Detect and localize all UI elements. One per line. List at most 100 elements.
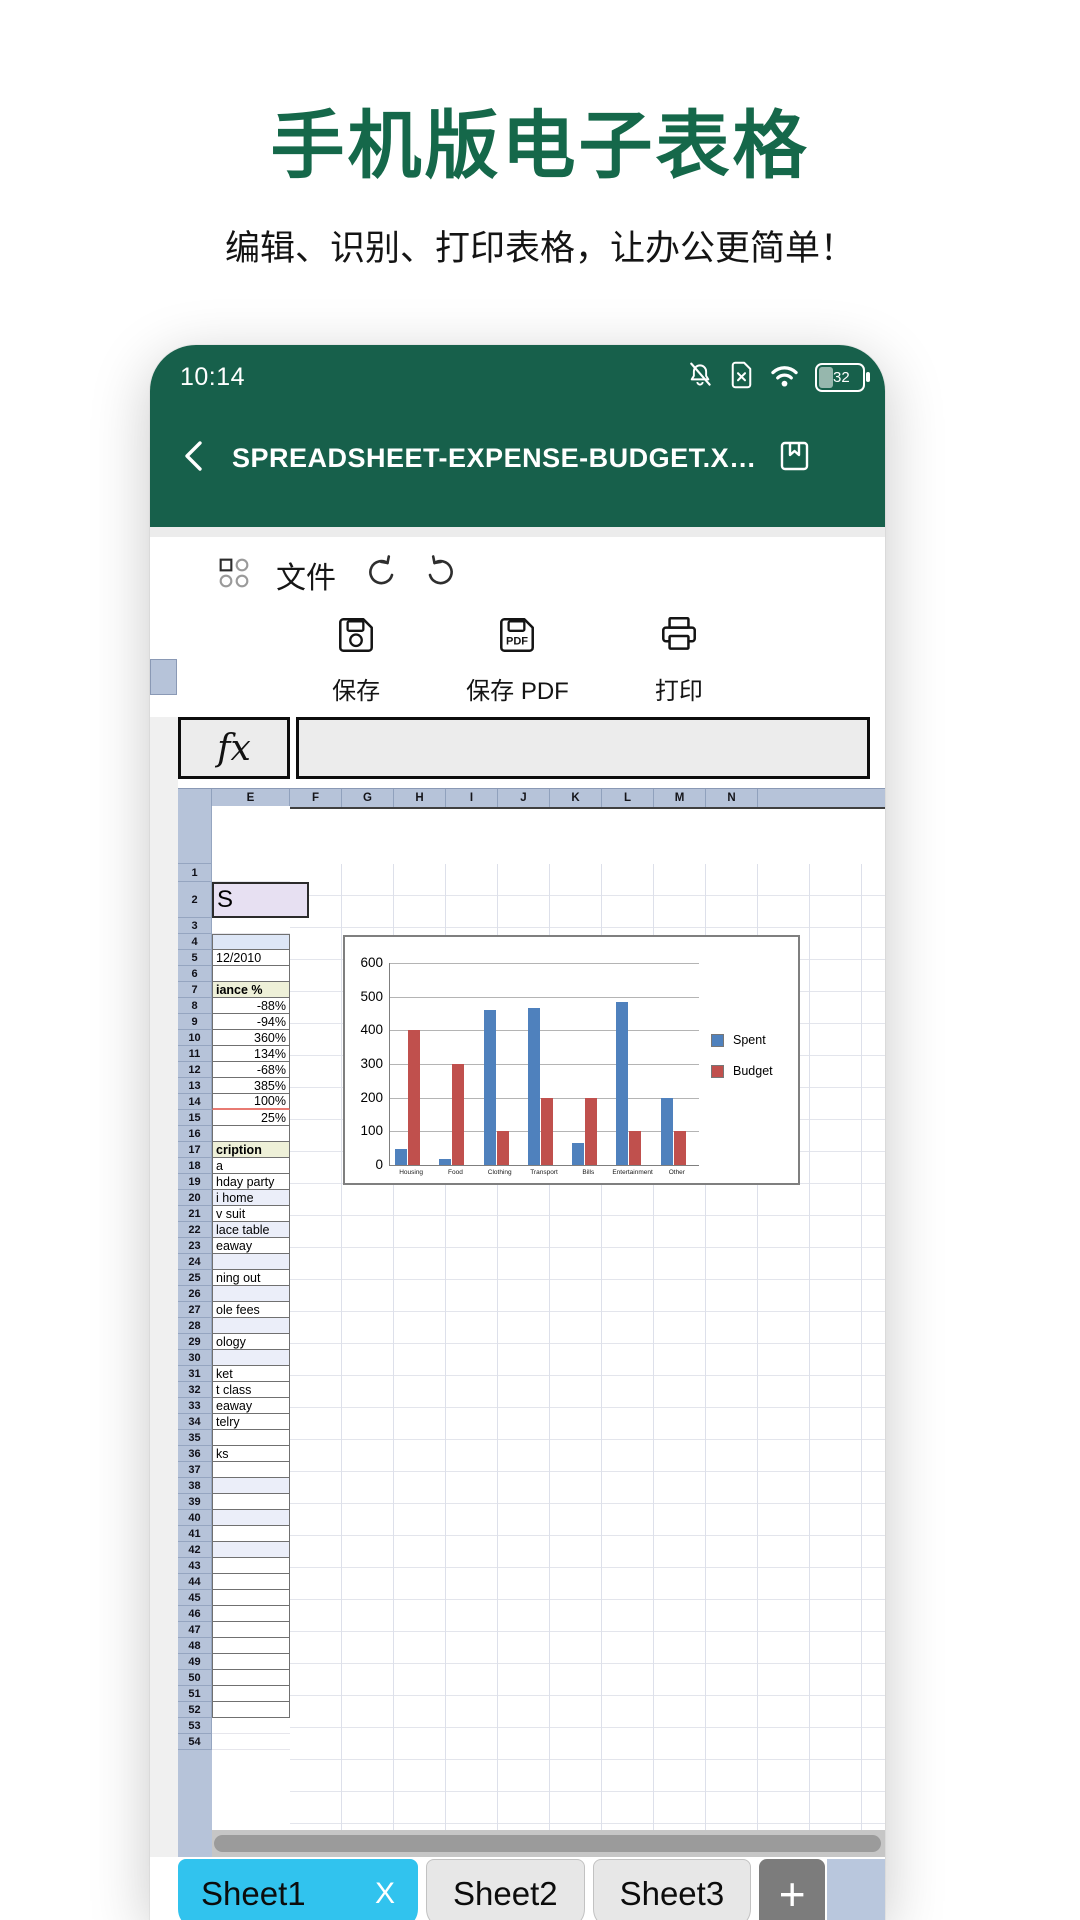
row-number-5: 5 (178, 950, 212, 966)
cell-E31[interactable]: ket (212, 1366, 290, 1382)
cell-E34[interactable]: telry (212, 1414, 290, 1430)
cell-E2[interactable]: S (212, 882, 309, 918)
chart[interactable]: 0 100 200 300 400 500 600 Housing Food Clothing Tr… (343, 935, 800, 1185)
cell-E46[interactable] (212, 1606, 290, 1622)
row-number-51: 51 (178, 1686, 212, 1702)
cell-E28[interactable] (212, 1318, 290, 1334)
cell-E10[interactable]: 360% (212, 1030, 290, 1046)
legend-swatch-budget (711, 1064, 724, 1078)
cell-E24[interactable] (212, 1254, 290, 1270)
cell-E53[interactable] (212, 1718, 290, 1734)
cell-E16[interactable] (212, 1126, 290, 1142)
cell-E12[interactable]: -68% (212, 1062, 290, 1078)
cell-E49[interactable] (212, 1654, 290, 1670)
cell-E4[interactable] (212, 934, 290, 950)
cell-E26[interactable] (212, 1286, 290, 1302)
cell-E3[interactable] (212, 918, 290, 934)
cell-E40[interactable] (212, 1510, 290, 1526)
cell-E41[interactable] (212, 1526, 290, 1542)
back-button[interactable] (180, 439, 208, 478)
bar-budget-entertainment (629, 1131, 642, 1165)
cell-E23[interactable]: eaway (212, 1238, 290, 1254)
cell-E54[interactable] (212, 1734, 290, 1750)
redo-icon (424, 554, 460, 596)
cell-E25[interactable]: ning out (212, 1270, 290, 1286)
cell-E17[interactable]: cription (212, 1142, 290, 1158)
grid-menu-button[interactable] (218, 557, 250, 594)
redo-button[interactable] (424, 554, 460, 596)
fx-button[interactable]: fx (178, 717, 290, 779)
cell-E51[interactable] (212, 1686, 290, 1702)
cell-E6[interactable] (212, 966, 290, 982)
cell-E33[interactable]: eaway (212, 1398, 290, 1414)
cell-E15[interactable]: 25% (212, 1110, 290, 1126)
bookmark-button[interactable] (777, 439, 811, 478)
cell-E39[interactable] (212, 1494, 290, 1510)
cell-E30[interactable] (212, 1350, 290, 1366)
cell-E37[interactable] (212, 1462, 290, 1478)
column-header-F[interactable]: F (290, 789, 342, 807)
cell-E20[interactable]: i home (212, 1190, 290, 1206)
cell-E9[interactable]: -94% (212, 1014, 290, 1030)
cell-E22[interactable]: lace table (212, 1222, 290, 1238)
column-header-I[interactable]: I (446, 789, 498, 807)
column-header-J[interactable]: J (498, 789, 550, 807)
row-number-19: 19 (178, 1174, 212, 1190)
cell-E32[interactable]: t class (212, 1382, 290, 1398)
row-number-6: 6 (178, 966, 212, 982)
column-header-L[interactable]: L (602, 789, 654, 807)
save-button[interactable]: 保存 (332, 613, 380, 706)
cell-E11[interactable]: 134% (212, 1046, 290, 1062)
cell-E50[interactable] (212, 1670, 290, 1686)
row-number-8: 8 (178, 998, 212, 1014)
row-number-21: 21 (178, 1206, 212, 1222)
tab-sheet2[interactable]: Sheet2 (426, 1859, 585, 1920)
cell-E5[interactable]: 12/2010 (212, 950, 290, 966)
row-number-22: 22 (178, 1222, 212, 1238)
column-header-G[interactable]: G (342, 789, 394, 807)
cell-E8[interactable]: -88% (212, 998, 290, 1014)
tab-close-icon[interactable]: X (374, 1877, 395, 1910)
print-button[interactable]: 打印 (655, 613, 703, 706)
column-header-E[interactable]: E (212, 789, 290, 807)
cell-E7[interactable]: iance % (212, 982, 290, 998)
chart-ytick: 200 (360, 1089, 383, 1105)
cell-E19[interactable]: hday party (212, 1174, 290, 1190)
cell-E13[interactable]: 385% (212, 1078, 290, 1094)
cell-E42[interactable] (212, 1542, 290, 1558)
cell-E38[interactable] (212, 1478, 290, 1494)
sim-card-icon (729, 361, 754, 394)
cell-E44[interactable] (212, 1574, 290, 1590)
cell-E21[interactable]: v suit (212, 1206, 290, 1222)
scrollbar-thumb[interactable] (214, 1835, 881, 1852)
battery-fill (819, 367, 833, 388)
cell-E48[interactable] (212, 1638, 290, 1654)
cell-E18[interactable]: a (212, 1158, 290, 1174)
cell-E52[interactable] (212, 1702, 290, 1718)
cell-E43[interactable] (212, 1558, 290, 1574)
column-header-H[interactable]: H (394, 789, 446, 807)
save-pdf-button[interactable]: PDF 保存 PDF (466, 613, 569, 706)
formula-input[interactable] (296, 717, 870, 779)
column-header-N[interactable]: N (706, 789, 758, 807)
file-menu[interactable]: 文件 (276, 562, 336, 595)
cell-E1[interactable] (212, 864, 290, 882)
cell-top-blank[interactable] (212, 806, 290, 864)
column-header-M[interactable]: M (654, 789, 706, 807)
cell-E14[interactable]: 100% (212, 1094, 290, 1110)
row-number-31: 31 (178, 1366, 212, 1382)
cell-E35[interactable] (212, 1430, 290, 1446)
cell-E27[interactable]: ole fees (212, 1302, 290, 1318)
cell-column-e: S 12/2010 iance % -88% -94% 360% 134% -68% 385% 1… (212, 806, 309, 1750)
cell-E47[interactable] (212, 1622, 290, 1638)
undo-button[interactable] (362, 554, 398, 596)
column-header-K[interactable]: K (550, 789, 602, 807)
tab-sheet3[interactable]: Sheet3 (592, 1859, 752, 1920)
add-sheet-button[interactable]: + (759, 1859, 826, 1920)
row-number-1: 1 (178, 864, 212, 882)
cell-E29[interactable]: ology (212, 1334, 290, 1350)
cell-E36[interactable]: ks (212, 1446, 290, 1462)
tab-sheet1[interactable]: Sheet1 X (178, 1859, 418, 1920)
status-bar: 10:14 32 (180, 361, 870, 394)
cell-E45[interactable] (212, 1590, 290, 1606)
